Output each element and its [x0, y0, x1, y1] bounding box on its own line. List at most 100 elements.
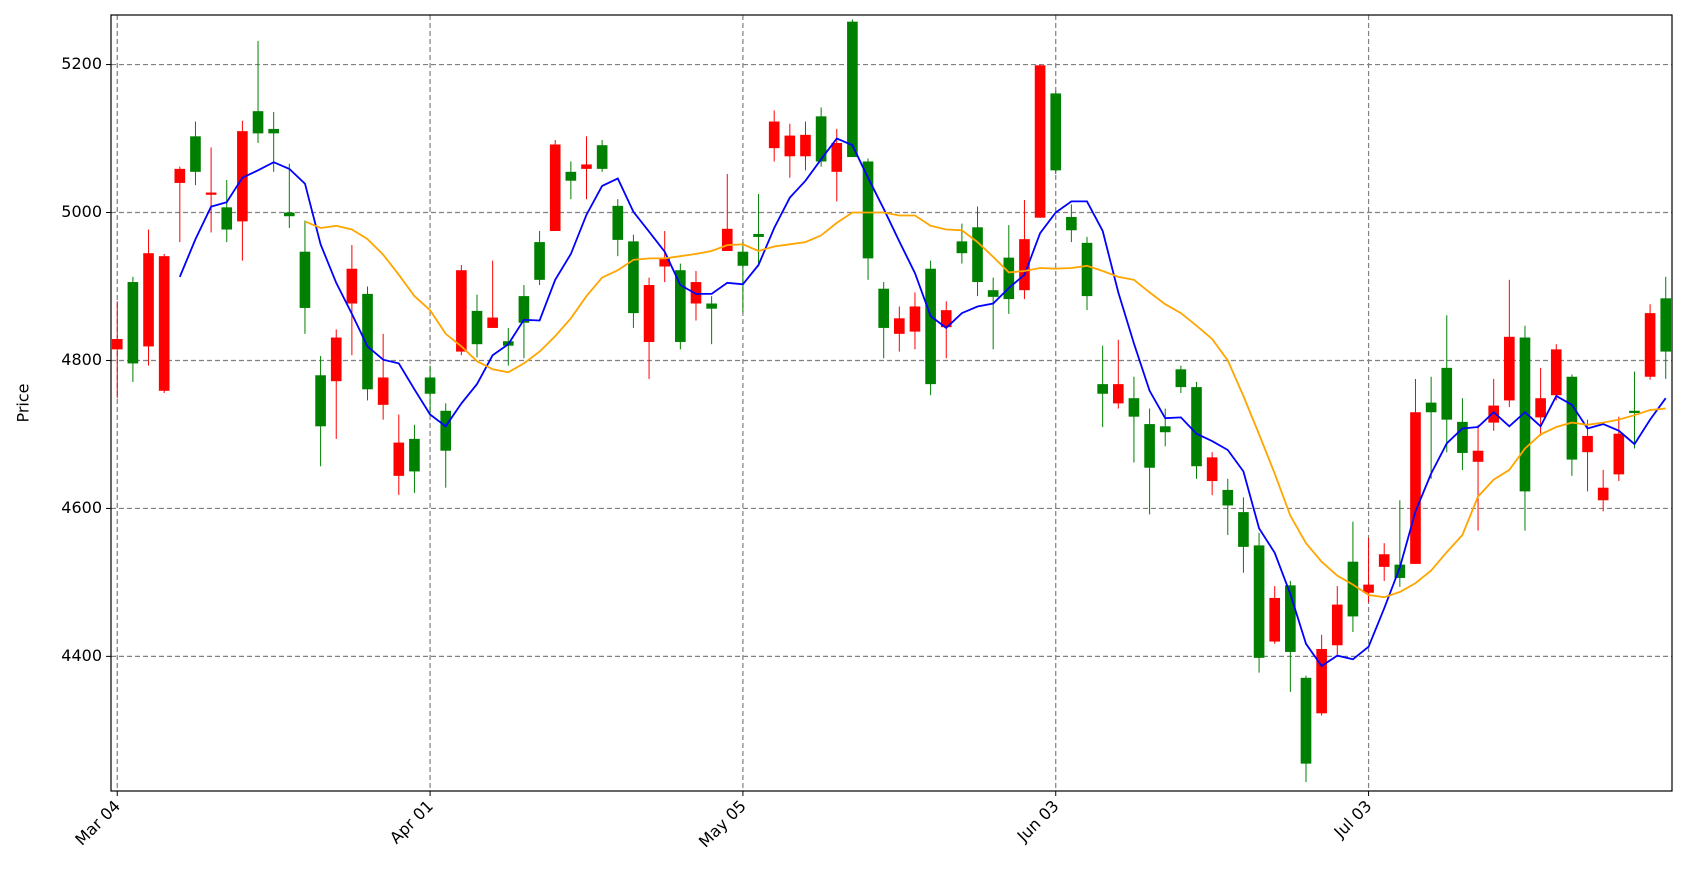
- candle-body: [1535, 398, 1546, 418]
- candle-body: [815, 116, 827, 162]
- candle-body: [111, 339, 123, 350]
- candle-body: [972, 227, 983, 283]
- candle-body: [1629, 410, 1640, 413]
- candle-body: [721, 228, 733, 251]
- candle-body: [612, 205, 624, 240]
- candle-body: [909, 306, 921, 332]
- candle-body: [831, 142, 843, 172]
- candle-body: [1128, 398, 1140, 417]
- candle-body: [1112, 384, 1124, 404]
- candle-body: [1597, 487, 1609, 501]
- moving-average-line: [304, 211, 1666, 599]
- candle-body: [315, 375, 326, 427]
- y-tick-label: 4400: [61, 646, 102, 665]
- candle-body: [1331, 604, 1343, 646]
- candle-body: [299, 251, 311, 308]
- candle-body: [1253, 545, 1265, 658]
- candle-body: [581, 164, 592, 169]
- candle-body: [1347, 561, 1359, 617]
- candle-body: [1238, 512, 1249, 547]
- candle-body: [1050, 93, 1062, 171]
- candle-body: [643, 285, 655, 342]
- y-tick-label: 4600: [61, 498, 102, 517]
- candle-body: [675, 270, 686, 342]
- candle-body: [1504, 336, 1515, 401]
- candle-body: [1644, 313, 1656, 377]
- candle-body: [174, 168, 186, 183]
- candle-body: [1081, 242, 1093, 297]
- candle-body: [956, 241, 968, 254]
- candle-body: [628, 241, 639, 314]
- candle-body: [377, 377, 389, 405]
- candle-body: [1285, 585, 1296, 652]
- candle-body: [283, 212, 295, 217]
- candle-body: [1472, 450, 1484, 462]
- candle-body: [346, 268, 358, 304]
- candle-body: [1034, 65, 1046, 218]
- candle-body: [393, 442, 405, 476]
- candle-body: [1066, 216, 1077, 231]
- candle-body: [1378, 554, 1390, 567]
- candle-body: [1019, 239, 1030, 291]
- candle-body: [1363, 584, 1374, 593]
- candle-body: [940, 310, 952, 328]
- candle-body: [330, 337, 342, 382]
- candle-body: [471, 310, 483, 345]
- candle-body: [549, 144, 561, 232]
- candle-body: [1566, 376, 1578, 460]
- candle-body: [409, 438, 420, 472]
- candle-body: [1159, 426, 1171, 433]
- candle-body: [596, 145, 608, 169]
- candle-body: [237, 131, 248, 222]
- candle-body: [1613, 433, 1625, 475]
- candle-body: [1488, 405, 1500, 423]
- candle-body: [158, 256, 170, 391]
- candle-body: [862, 161, 874, 259]
- candle-body: [1269, 597, 1281, 642]
- candle-body: [1097, 384, 1108, 394]
- x-tick-label: Jun 03: [1013, 796, 1063, 846]
- candle-body: [1550, 349, 1562, 396]
- y-axis-label: Price: [14, 383, 33, 422]
- candle-body: [534, 242, 545, 280]
- candle-body: [1191, 387, 1202, 467]
- y-tick-label: 5000: [61, 202, 102, 221]
- candle-body: [1441, 367, 1453, 420]
- candle-body: [753, 233, 764, 237]
- candle-body: [424, 377, 436, 394]
- candle-body: [205, 192, 217, 195]
- candle-body: [1394, 564, 1406, 578]
- candle-body: [440, 410, 452, 451]
- x-tick-label: Apr 01: [386, 796, 437, 847]
- candle-body: [1410, 412, 1421, 564]
- candle-body: [878, 288, 889, 328]
- candle-body: [268, 128, 279, 134]
- candle-body: [690, 282, 702, 304]
- candle-body: [252, 111, 264, 134]
- candle-body: [456, 270, 467, 352]
- candle-body: [1206, 457, 1218, 482]
- x-tick-label: Jul 03: [1330, 796, 1376, 842]
- candle-body: [190, 136, 201, 172]
- candle-body: [143, 253, 154, 347]
- candle-body: [784, 135, 796, 157]
- candle-body: [1175, 369, 1187, 388]
- candle-body: [1316, 648, 1327, 714]
- candle-body: [1582, 435, 1593, 453]
- candle-body: [127, 282, 139, 364]
- candle-body: [987, 290, 999, 297]
- plot-frame: [110, 14, 1673, 792]
- candle-body: [737, 251, 749, 266]
- candle-body: [565, 171, 577, 181]
- candle-body: [768, 121, 780, 149]
- y-tick-label: 5200: [61, 54, 102, 73]
- candle-body: [518, 296, 530, 323]
- candle-body: [221, 207, 233, 230]
- candle-body: [362, 293, 373, 390]
- candle-body: [1425, 402, 1437, 413]
- candle-body: [1457, 421, 1468, 453]
- x-tick-label: May 05: [695, 796, 750, 851]
- candle-body: [1003, 257, 1015, 300]
- candle-body: [800, 134, 811, 157]
